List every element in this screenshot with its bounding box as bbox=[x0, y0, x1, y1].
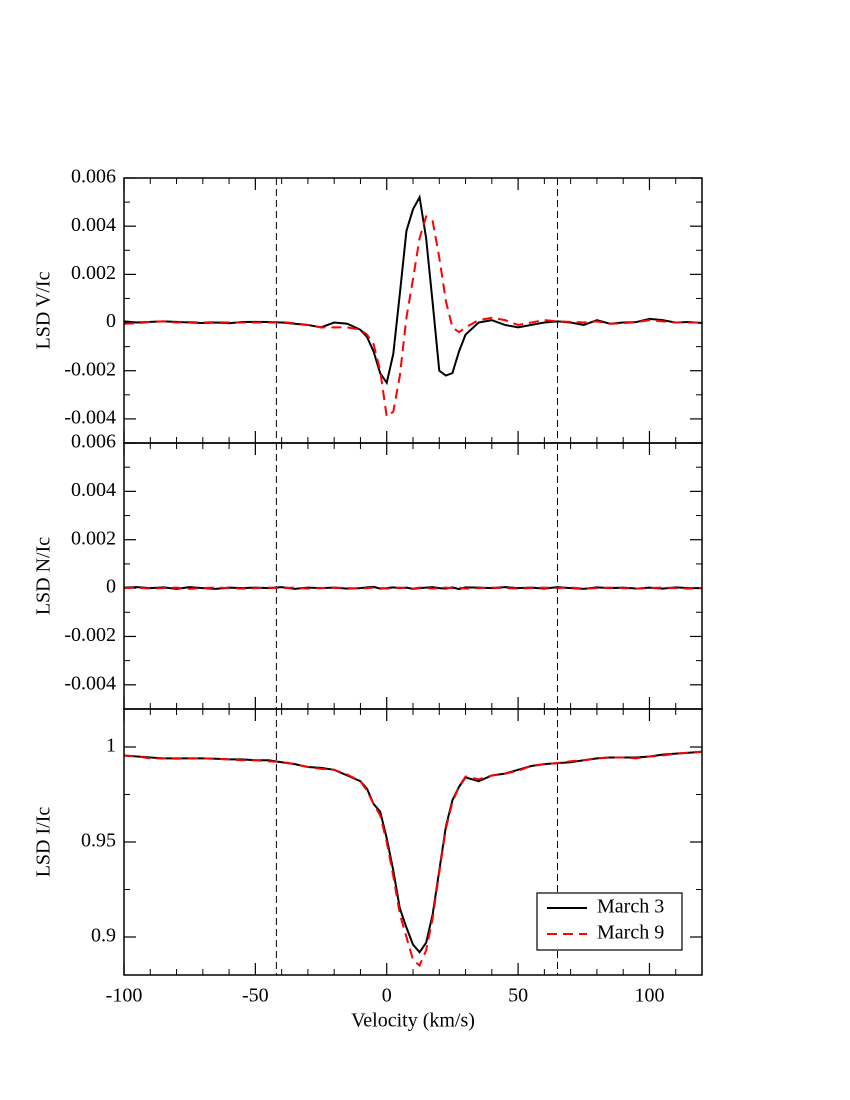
y-tick-label: -0.004 bbox=[64, 672, 116, 694]
x-tick-label: 100 bbox=[634, 985, 664, 1007]
y-tick-label: 0.006 bbox=[71, 166, 116, 188]
series-line bbox=[124, 750, 702, 968]
y-tick-label: 0.95 bbox=[81, 830, 116, 852]
plot-frame bbox=[123, 177, 703, 444]
y-axis-label: LSD V/Ic bbox=[33, 271, 55, 349]
plot-frame bbox=[123, 442, 703, 710]
y-tick-label: 0.002 bbox=[71, 262, 116, 284]
x-tick-label: -50 bbox=[242, 985, 269, 1007]
legend-label: March 3 bbox=[597, 896, 664, 918]
x-axis-label: Velocity (km/s) bbox=[351, 1010, 475, 1032]
y-tick-label: 0 bbox=[106, 576, 116, 598]
x-tick-label: 0 bbox=[382, 985, 392, 1007]
series-line bbox=[124, 194, 702, 386]
y-axis-label: LSD N/Ic bbox=[33, 537, 55, 615]
y-tick-label: 0.9 bbox=[91, 925, 116, 947]
y-tick-label: 0.006 bbox=[71, 431, 116, 453]
y-tick-label: 0.002 bbox=[71, 527, 116, 549]
y-tick-label: -0.002 bbox=[64, 358, 116, 380]
plot-frame bbox=[123, 708, 703, 976]
legend-label: March 9 bbox=[597, 922, 664, 944]
y-tick-label: 1 bbox=[106, 735, 116, 757]
y-tick-label: 0 bbox=[106, 310, 116, 332]
y-tick-label: 0.004 bbox=[71, 479, 116, 501]
x-tick-label: 50 bbox=[508, 985, 528, 1007]
y-axis-label: LSD I/Ic bbox=[33, 807, 55, 878]
series-line bbox=[124, 586, 702, 590]
y-tick-label: -0.004 bbox=[64, 407, 116, 429]
y-tick-label: 0.004 bbox=[71, 214, 116, 236]
legend-box bbox=[536, 892, 683, 951]
series-line bbox=[124, 214, 702, 419]
y-tick-label: -0.002 bbox=[64, 624, 116, 646]
x-tick-label: -100 bbox=[106, 985, 143, 1007]
